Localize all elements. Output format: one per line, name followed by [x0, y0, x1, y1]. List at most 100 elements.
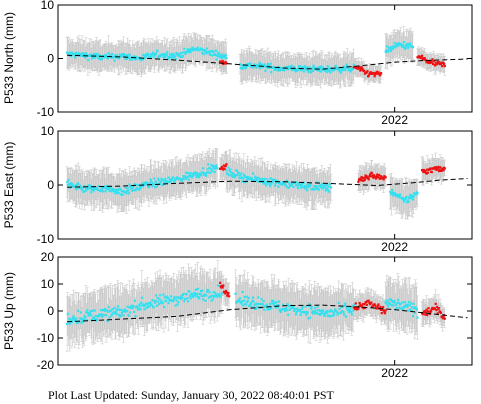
- data-point: [88, 184, 92, 187]
- data-point: [103, 56, 106, 59]
- data-point: [129, 58, 132, 61]
- data-point: [349, 70, 352, 73]
- data-point: [320, 183, 324, 186]
- data-point: [266, 62, 270, 66]
- data-point: [403, 46, 406, 49]
- recent-point: [434, 165, 437, 169]
- data-point: [267, 65, 270, 68]
- data-point: [182, 51, 185, 54]
- recent-point: [366, 70, 369, 73]
- recent-point: [435, 63, 439, 66]
- data-point: [156, 49, 159, 52]
- data-point: [74, 184, 77, 188]
- data-point: [124, 57, 127, 61]
- data-point: [240, 172, 243, 175]
- data-point: [205, 171, 209, 174]
- data-point: [272, 180, 275, 183]
- data-point: [220, 53, 223, 56]
- recent-point: [381, 176, 385, 179]
- data-point: [215, 58, 218, 61]
- data-point: [242, 173, 246, 176]
- data-point: [242, 65, 245, 69]
- data-point: [120, 55, 123, 58]
- data-point: [253, 175, 257, 178]
- data-point: [253, 63, 256, 66]
- recent-point: [428, 60, 431, 63]
- data-point: [228, 169, 231, 172]
- data-point: [224, 54, 227, 57]
- data-point: [406, 201, 409, 204]
- recent-point: [419, 55, 422, 58]
- recent-point: [437, 165, 440, 168]
- data-point: [218, 54, 222, 57]
- data-point: [294, 184, 298, 187]
- data-point: [84, 52, 88, 55]
- recent-point: [382, 178, 385, 181]
- data-point: [300, 183, 303, 186]
- errorbar-layer: [65, 26, 447, 89]
- trend-line: [67, 178, 468, 188]
- data-point: [92, 55, 95, 59]
- data-point: [147, 53, 150, 56]
- data-point: [198, 176, 201, 179]
- data-point: [344, 68, 347, 71]
- data-point: [138, 188, 141, 191]
- data-point: [274, 66, 277, 70]
- data-point: [191, 46, 194, 49]
- recent-point: [365, 71, 368, 74]
- data-point: [140, 182, 144, 185]
- data-point: [110, 52, 114, 56]
- data-point: [201, 167, 205, 170]
- data-point: [272, 66, 275, 69]
- data-point: [324, 69, 327, 72]
- data-point: [90, 53, 93, 56]
- recent-point: [378, 72, 381, 76]
- recent-point: [376, 70, 379, 73]
- data-point: [327, 185, 330, 188]
- data-point: [350, 68, 353, 71]
- data-point: [128, 183, 131, 186]
- data-point: [185, 171, 188, 174]
- recent-point: [367, 176, 370, 179]
- data-point: [90, 188, 93, 191]
- data-point: [404, 198, 407, 201]
- data-point: [133, 55, 136, 58]
- data-point: [140, 184, 143, 187]
- recent-point: [431, 58, 434, 61]
- recent-point: [427, 61, 430, 64]
- data-point: [277, 65, 280, 68]
- data-point: [232, 175, 235, 179]
- recent-point: [443, 62, 446, 66]
- data-point: [81, 54, 84, 58]
- data-point: [398, 193, 402, 196]
- data-point: [307, 183, 311, 186]
- data-point: [204, 173, 207, 176]
- data-point: [329, 183, 332, 186]
- data-point: [283, 69, 286, 72]
- recent-point: [223, 167, 226, 170]
- data-point: [220, 56, 223, 60]
- data-point: [407, 45, 410, 48]
- data-point: [112, 55, 116, 59]
- data-point: [157, 179, 160, 182]
- data-point: [200, 47, 203, 50]
- data-point: [401, 45, 404, 48]
- recent-point: [225, 62, 228, 65]
- data-point: [214, 167, 217, 170]
- data-point: [296, 186, 300, 190]
- recent-point: [367, 74, 370, 77]
- recent-point: [372, 72, 376, 75]
- data-point: [114, 190, 118, 193]
- north-ylabel: P533 North (mm): [2, 12, 16, 104]
- data-point: [196, 46, 199, 49]
- data-point: [318, 67, 322, 70]
- recent-point: [369, 71, 372, 74]
- recent-point: [441, 167, 444, 170]
- data-point: [90, 191, 93, 194]
- data-point: [117, 192, 120, 195]
- data-point: [134, 58, 137, 61]
- data-point: [270, 70, 273, 74]
- data-point: [261, 178, 264, 182]
- data-point: [186, 50, 190, 54]
- data-point: [305, 185, 308, 188]
